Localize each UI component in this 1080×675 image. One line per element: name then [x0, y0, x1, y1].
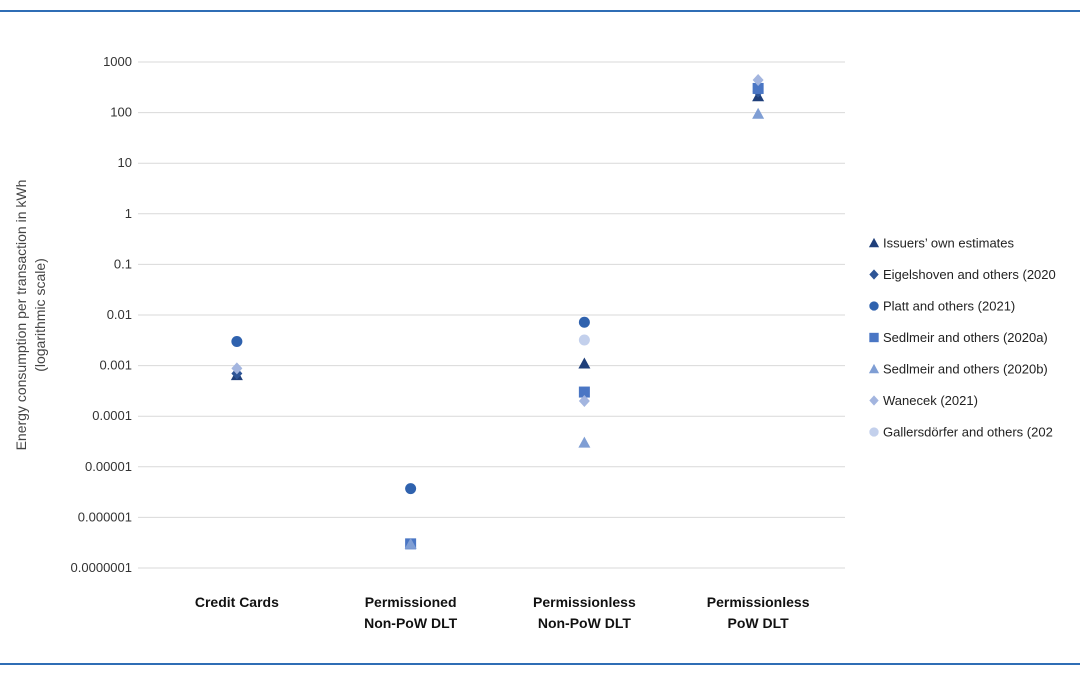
category-label: Permissionless PoW DLT: [707, 594, 810, 631]
y-tick-labels: 1000 100 10 1 0.1 0.01 0.001 0.0001 0.00001 0.000…: [71, 54, 132, 575]
category-label-line: PoW DLT: [728, 615, 790, 631]
data-point: [578, 436, 591, 448]
data-point: [578, 357, 591, 369]
y-axis-label-sub: (logarithmic scale): [32, 258, 48, 372]
data-point: [231, 362, 243, 375]
data-point: [578, 394, 590, 407]
frame-bottom-border: [0, 663, 1080, 665]
data-point: [231, 335, 243, 347]
legend-label: Platt and others (2021): [883, 299, 1015, 314]
legend-label: Gallersdörfer and others (202: [883, 425, 1053, 440]
legend-label: Issuers’ own estimates: [883, 236, 1015, 251]
y-tick-label: 10: [118, 155, 132, 170]
category-labels: Credit Cards Permissioned Non-PoW DLTPermi…: [195, 594, 810, 631]
y-tick-label: 0.0001: [92, 408, 132, 423]
category-label: Permissioned Non-PoW DLT: [364, 594, 457, 631]
data-point: [578, 386, 590, 398]
y-tick-label: 0.000001: [78, 509, 132, 524]
data-point: [405, 483, 417, 495]
data-point: [578, 334, 590, 346]
category-label: Permissionless Non-PoW DLT: [533, 594, 636, 631]
data-points: [230, 74, 765, 550]
grid-lines: [138, 61, 845, 569]
legend-marker: [868, 237, 880, 248]
frame-top-border: [0, 10, 1080, 12]
category-label: Credit Cards: [195, 594, 279, 610]
legend-marker: [869, 427, 879, 437]
legend-label: Sedlmeir and others (2020b): [883, 362, 1048, 377]
y-tick-label: 0.001: [99, 358, 132, 373]
legend-marker: [869, 332, 879, 343]
y-tick-label: 1000: [103, 54, 132, 69]
category-label-line: Permissionless: [533, 594, 636, 610]
y-axis-label: Energy consumption per transaction in kW…: [13, 180, 29, 451]
data-point: [578, 316, 590, 328]
y-tick-label: 0.00001: [85, 459, 132, 474]
legend-marker: [869, 301, 879, 311]
category-label-line: Non-PoW DLT: [364, 615, 457, 631]
legend: Issuers’ own estimates Eigelshoven and ot…: [868, 236, 1056, 440]
data-point: [752, 82, 764, 94]
category-label-line: Permissioned: [365, 594, 457, 610]
y-tick-label: 0.0000001: [71, 560, 132, 575]
legend-label: Sedlmeir and others (2020a): [883, 330, 1048, 345]
legend-marker: [868, 363, 880, 374]
category-label-line: Credit Cards: [195, 594, 279, 610]
y-tick-label: 100: [110, 105, 132, 120]
data-point: [752, 107, 765, 119]
legend-label: Wanecek (2021): [883, 393, 978, 408]
y-tick-label: 1: [125, 206, 132, 221]
legend-marker: [869, 395, 879, 406]
legend-marker: [869, 269, 879, 280]
legend-label: Eigelshoven and others (2020: [883, 267, 1056, 282]
category-label-line: Permissionless: [707, 594, 810, 610]
data-point: [404, 537, 417, 549]
data-point: [752, 74, 764, 87]
y-tick-label: 0.01: [107, 307, 132, 322]
category-label-line: Non-PoW DLT: [538, 615, 631, 631]
y-tick-label: 0.1: [114, 256, 132, 271]
